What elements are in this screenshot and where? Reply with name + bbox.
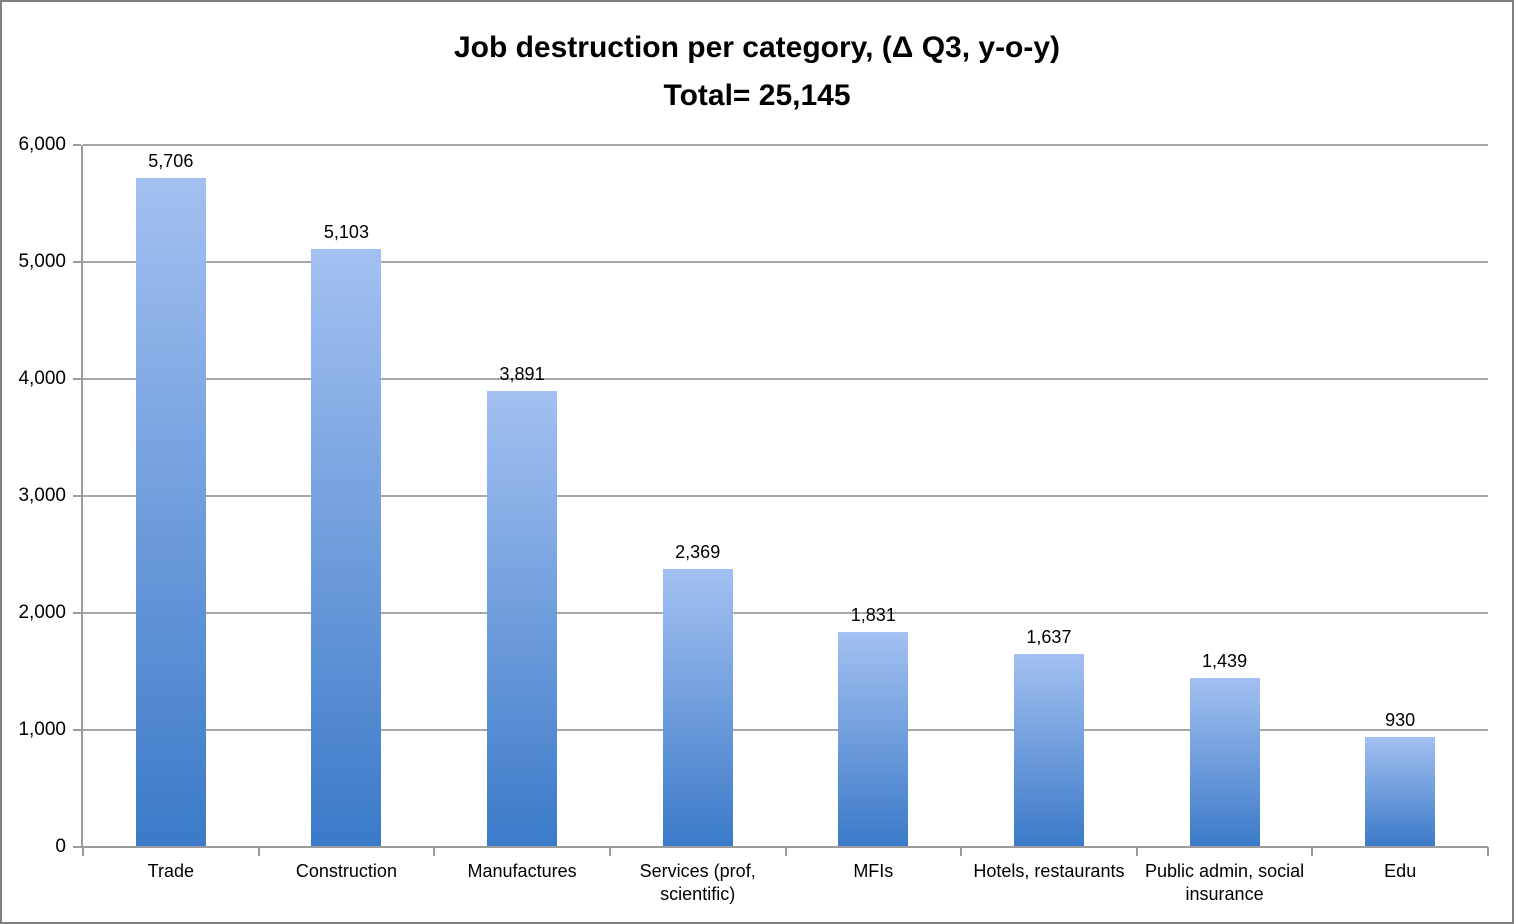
y-tick-mark (73, 495, 81, 497)
y-tick-mark (73, 846, 81, 848)
gridline (83, 144, 1488, 146)
category-label: Construction (295, 861, 397, 881)
x-tick-mark (257, 847, 260, 856)
x-tick-mark (960, 847, 963, 856)
x-axis-labels: Trade Construction Manufactures Services (p… (83, 860, 1488, 920)
bar-value-label: 1,831 (850, 604, 896, 625)
x-tick-mark (784, 847, 787, 856)
y-axis-tick-label: 1,000 (18, 719, 66, 740)
bar-value-label: 5,103 (323, 221, 369, 242)
bar (1365, 737, 1436, 846)
bar (1189, 677, 1260, 846)
gridline (83, 261, 1488, 263)
category-label: Trade (147, 861, 194, 881)
chart-title-block: Job destruction per category, (Δ Q3, y-o… (2, 24, 1512, 120)
gridline (83, 729, 1488, 731)
y-tick-mark (73, 729, 81, 731)
y-tick-mark (73, 261, 81, 263)
y-axis-tick-label: 0 (55, 836, 66, 857)
x-tick-mark (82, 847, 84, 856)
bar (487, 390, 558, 846)
plot-area: 5,706 5,103 3,891 2,369 1,831 1,637 1,439 930 (73, 144, 1489, 856)
category-label: MFIs (853, 861, 894, 881)
category-label: Manufactures (467, 861, 577, 881)
y-axis-labels: 0 1,000 2,000 3,000 4,000 5,000 6,000 (2, 135, 66, 857)
x-tick-mark (1135, 847, 1138, 856)
bar-value-label: 1,637 (1026, 627, 1072, 648)
bar (662, 568, 733, 846)
category-label: Hotels, restaurants (973, 861, 1125, 881)
bar (838, 631, 909, 846)
gridline (83, 378, 1488, 380)
x-tick-mark (1311, 847, 1314, 856)
bar (135, 178, 206, 846)
y-tick-mark (73, 378, 81, 380)
bar-value-label: 930 (1385, 710, 1416, 731)
chart-title: Job destruction per category, (Δ Q3, y-o… (453, 31, 1061, 64)
x-tick-mark (1487, 847, 1489, 856)
category-label: Public admin, social insurance (1145, 861, 1305, 904)
x-tick-mark (433, 847, 436, 856)
gridline (83, 612, 1488, 614)
bar (311, 248, 382, 846)
bar-value-label: 5,706 (148, 151, 194, 172)
category-label: Services (prof, scientific) (639, 861, 756, 904)
bar-value-label: 2,369 (675, 541, 721, 562)
y-tick-mark (73, 144, 81, 146)
gridline (83, 495, 1488, 497)
y-axis-tick-label: 5,000 (18, 251, 66, 272)
category-label: Edu (1384, 861, 1417, 881)
y-axis-tick-label: 4,000 (18, 368, 66, 389)
y-axis-tick-label: 3,000 (18, 485, 66, 506)
bar-value-label: 3,891 (499, 363, 545, 384)
chart-subtitle: Total= 25,145 (663, 79, 851, 112)
x-tick-mark (608, 847, 611, 856)
y-axis-line (81, 145, 83, 847)
bar-value-label: 1,439 (1202, 650, 1248, 671)
y-axis-tick-label: 2,000 (18, 602, 66, 623)
y-axis-tick-label: 6,000 (18, 134, 66, 155)
bar (1013, 654, 1084, 846)
y-tick-mark (73, 612, 81, 614)
